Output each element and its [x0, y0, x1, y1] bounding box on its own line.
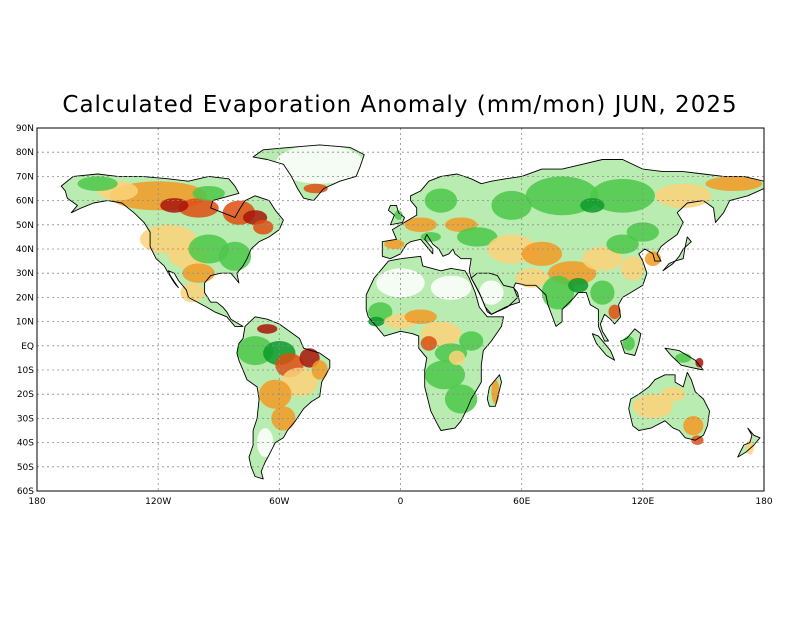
longitude-tick-label: 180	[755, 497, 772, 507]
anomaly-patch	[384, 239, 405, 249]
anomaly-patch	[491, 190, 532, 220]
africa-coastline	[365, 255, 504, 431]
longitude-tick-label: 180	[28, 497, 45, 507]
anomaly-patch	[404, 309, 437, 325]
map-title: Calculated Evaporation Anomaly (mm/mon) …	[62, 92, 738, 118]
anomaly-patch	[479, 280, 504, 305]
japan-land	[663, 236, 692, 271]
anomaly-patch	[606, 234, 639, 254]
longitude-tick-label: 120W	[145, 497, 171, 507]
longitude-tick-label: 60E	[513, 497, 530, 507]
anomaly-patch	[236, 336, 274, 366]
anomaly-patch	[311, 360, 328, 380]
anomaly-patch	[218, 241, 252, 271]
anomaly-patch	[178, 198, 219, 218]
anomaly-patch	[580, 198, 605, 213]
anomaly-patch	[77, 176, 118, 191]
anomaly-patch	[541, 275, 575, 310]
land-anomaly-fill	[61, 144, 764, 479]
anomaly-patch	[448, 350, 466, 366]
borneo-coastline	[620, 328, 642, 356]
anomaly-patch	[515, 268, 548, 288]
anomaly-patch	[257, 428, 274, 458]
anomaly-patch	[376, 268, 425, 298]
madagascar-coastline	[486, 374, 502, 407]
south-america-coastline	[236, 316, 331, 480]
longitude-tick-labels: 180 120W 60W 0 60E 120E 180	[28, 497, 772, 507]
anomaly-patch	[444, 384, 478, 414]
longitude-tick-label: 60W	[269, 497, 289, 507]
new-guinea-coastline	[664, 347, 704, 371]
longitude-tick-label: 120E	[631, 497, 654, 507]
anomaly-patch	[683, 416, 704, 436]
anomaly-patch	[424, 188, 458, 213]
latitude-tick-label: 40S	[17, 439, 34, 449]
anomaly-patch	[644, 251, 662, 266]
anomaly-patch	[394, 210, 403, 220]
anomaly-patch	[404, 217, 437, 233]
latitude-tick-label: 80N	[16, 148, 34, 158]
anomaly-patch	[192, 186, 225, 201]
coastlines	[60, 144, 764, 480]
anomaly-patch	[257, 324, 278, 334]
latitude-tick-label: 10S	[17, 366, 34, 376]
anomaly-patch	[608, 304, 621, 320]
anomaly-patch	[259, 379, 292, 409]
anomaly-patch	[590, 178, 655, 213]
anomaly-patch	[430, 275, 472, 300]
latitude-tick-label: 90N	[16, 124, 34, 134]
longitude-tick-label: 0	[398, 497, 404, 507]
anomaly-patch	[275, 144, 365, 184]
sumatra-coastline	[591, 333, 616, 361]
new-zealand-land	[737, 428, 760, 458]
graticule	[37, 128, 764, 491]
anomaly-patch	[582, 246, 623, 271]
anomaly-patch	[457, 227, 498, 247]
latitude-tick-labels: 90N 80N 70N 60N 50N 40N 30N 20N 10N EQ 10S 20S 30S 40…	[16, 124, 34, 497]
anomaly-patch	[626, 222, 659, 242]
eurasia-coastline	[381, 159, 764, 342]
great-britain-coastline	[387, 204, 405, 226]
anomaly-patch	[424, 360, 466, 390]
anomaly-patch	[420, 336, 437, 351]
anomaly-patch	[590, 280, 615, 305]
latitude-tick-label: 20S	[17, 390, 34, 400]
new-zealand-coastline	[737, 427, 761, 458]
latitude-tick-label: 70N	[16, 172, 34, 182]
anomaly-patch	[620, 256, 645, 281]
anomaly-patch	[420, 232, 441, 242]
anomaly-patch	[160, 198, 189, 213]
australia-coastline	[628, 371, 710, 441]
anomaly-patch	[632, 394, 674, 419]
anomaly-patch	[368, 316, 385, 327]
anomaly-patch	[568, 278, 589, 293]
sumatra-land	[592, 333, 615, 361]
latitude-tick-label: 50N	[16, 221, 34, 231]
latitude-tick-label: 30S	[17, 414, 34, 424]
anomaly-patch	[459, 331, 484, 351]
plot-frame	[36, 127, 765, 492]
anomaly-patch	[622, 336, 635, 351]
greenland-coastline	[252, 144, 365, 202]
anomaly-patch	[654, 183, 712, 208]
latitude-tick-label: 50S	[17, 463, 34, 473]
latitude-tick-label: 10N	[16, 318, 34, 328]
anomaly-patch	[368, 302, 393, 322]
anomaly-patch	[691, 435, 704, 446]
latitude-tick-label: 30N	[16, 269, 34, 279]
latitude-tick-label: 60N	[16, 197, 34, 207]
anomaly-patch	[705, 176, 762, 191]
latitude-tick-label: 20N	[16, 293, 34, 303]
latitude-tick-label: 60S	[17, 487, 34, 497]
anomaly-patch	[253, 219, 274, 235]
latitude-tick-label: EQ	[21, 342, 34, 352]
latitude-tick-label: 40N	[16, 245, 34, 255]
japan-coastline	[662, 236, 692, 272]
anomaly-patch	[521, 241, 563, 266]
anomaly-patch	[695, 357, 704, 368]
